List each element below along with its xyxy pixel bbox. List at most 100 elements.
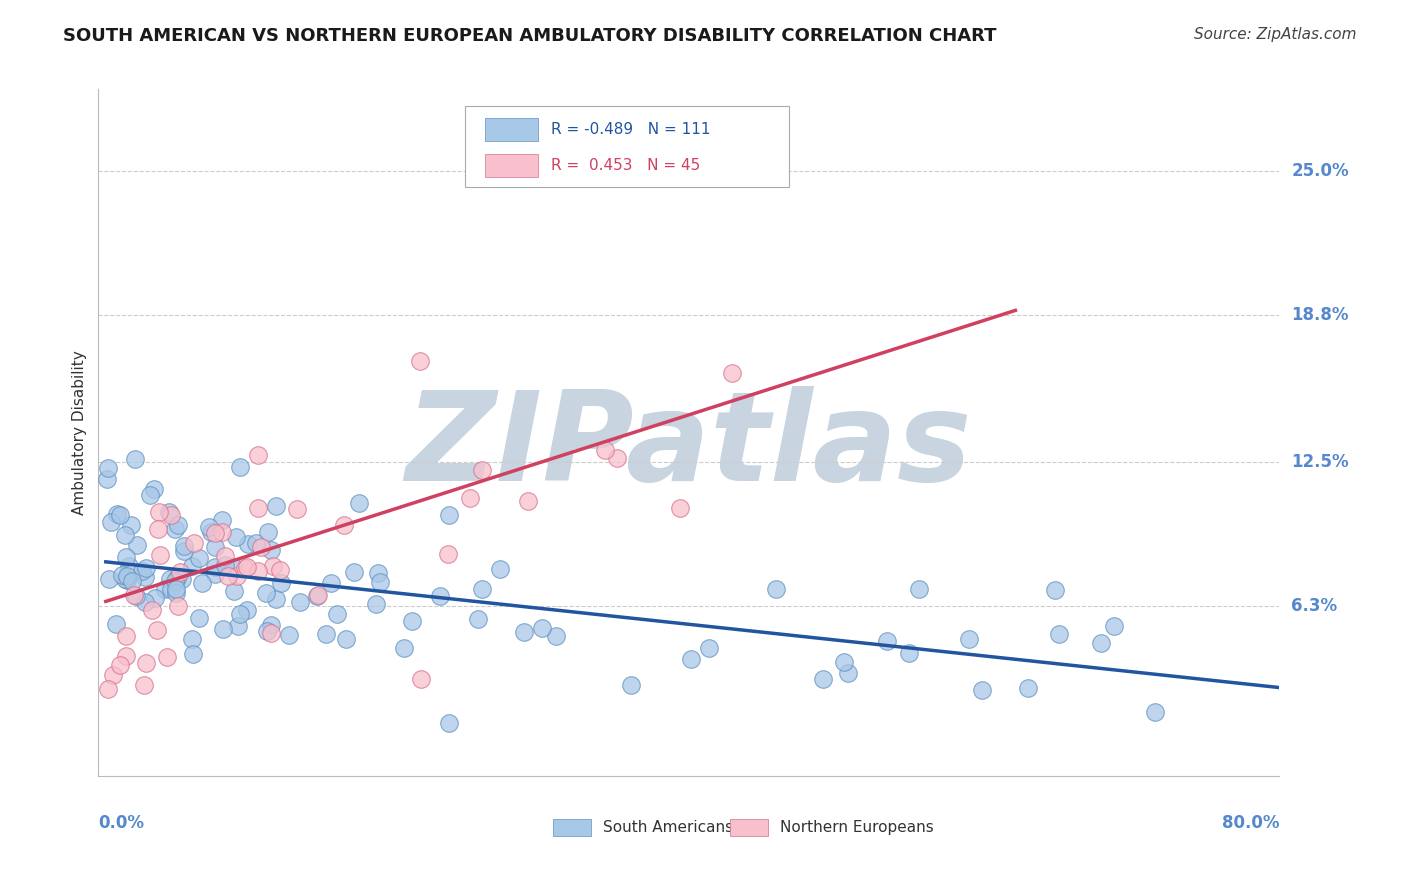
Text: 18.8%: 18.8% [1291,306,1348,324]
Point [401,614,423,628]
Point [347,496,370,510]
Point [697,641,720,656]
Point [970,683,993,698]
FancyBboxPatch shape [485,153,537,178]
Point [489,562,512,576]
Point [135,656,157,670]
Point [100,515,122,529]
Point [114,629,136,643]
Point [343,566,366,580]
Point [620,677,643,691]
Text: Source: ZipAtlas.com: Source: ZipAtlas.com [1194,27,1357,42]
Point [217,569,239,583]
Point [368,574,391,589]
Text: South Americans: South Americans [603,821,733,836]
Point [191,575,214,590]
Text: Northern Europeans: Northern Europeans [780,821,934,836]
Point [1047,627,1070,641]
Point [471,582,494,596]
Point [222,559,245,574]
Point [315,627,337,641]
Point [111,567,134,582]
Point [124,589,146,603]
Point [120,518,142,533]
Point [250,540,273,554]
Point [169,566,191,580]
Point [159,572,181,586]
Point [260,626,283,640]
Text: R = -0.489   N = 111: R = -0.489 N = 111 [551,122,710,137]
Point [409,353,432,368]
Point [163,574,186,588]
Point [204,567,226,582]
Point [125,538,148,552]
Point [269,563,291,577]
Point [228,459,250,474]
Text: 6.3%: 6.3% [1291,597,1337,615]
Point [115,569,138,583]
Point [366,597,388,611]
Point [214,558,236,573]
Point [811,672,834,686]
Point [669,501,692,516]
Text: ZIPatlas: ZIPatlas [406,386,972,507]
Point [157,504,180,518]
Point [245,536,267,550]
Point [198,520,221,534]
Point [156,650,179,665]
Point [394,640,416,655]
Point [270,575,292,590]
Point [1104,619,1126,633]
Text: SOUTH AMERICAN VS NORTHERN EUROPEAN AMBULATORY DISABILITY CORRELATION CHART: SOUTH AMERICAN VS NORTHERN EUROPEAN AMBU… [63,27,997,45]
Point [908,582,931,596]
Point [105,617,128,632]
Point [187,611,209,625]
Text: 12.5%: 12.5% [1291,453,1348,471]
Point [319,576,342,591]
Point [606,451,628,466]
Point [155,582,177,597]
Point [145,591,167,605]
Point [437,716,460,731]
Point [246,449,269,463]
Text: R =  0.453   N = 45: R = 0.453 N = 45 [551,158,700,173]
Point [546,629,568,643]
Point [122,588,145,602]
Point [335,632,357,646]
Point [134,595,156,609]
Point [471,463,494,477]
Point [108,658,131,673]
Point [135,561,157,575]
Point [148,505,170,519]
Point [287,501,309,516]
Point [114,528,136,542]
Point [957,632,980,646]
Point [141,603,163,617]
Point [105,508,128,522]
Point [437,508,460,522]
Text: 0.0%: 0.0% [98,814,145,832]
Point [181,632,204,646]
Point [264,592,287,607]
Point [332,518,354,533]
Point [131,564,153,578]
FancyBboxPatch shape [553,820,591,837]
Point [531,621,554,635]
Point [278,628,301,642]
Point [211,524,233,539]
Point [236,559,259,574]
Point [832,656,855,670]
Point [256,525,278,540]
Point [233,561,256,575]
Point [1090,636,1112,650]
FancyBboxPatch shape [730,820,768,837]
Point [266,499,288,513]
Point [458,491,481,505]
Point [118,559,141,574]
Point [876,634,898,648]
Point [260,542,283,557]
Point [108,508,131,522]
Point [159,582,181,596]
Point [166,571,188,585]
Point [114,648,136,663]
